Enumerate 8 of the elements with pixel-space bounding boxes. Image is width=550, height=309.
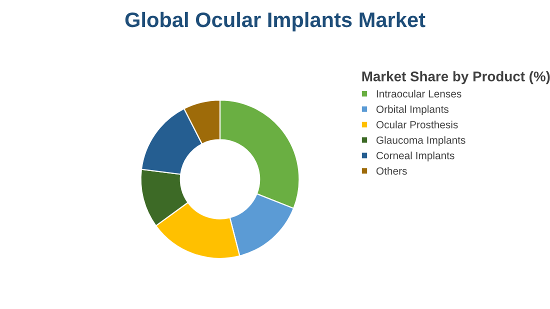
legend-label: Orbital Implants: [376, 105, 449, 115]
legend-label: Glaucoma Implants: [376, 136, 466, 146]
legend-label: Ocular Prosthesis: [376, 120, 458, 128]
legend-label: Intraocular Lenses: [376, 90, 462, 98]
legend-label: Others: [376, 167, 407, 175]
chart-title: Global Ocular Implants Market: [125, 12, 426, 32]
legend-title: Market Share by Product (%): [362, 71, 550, 84]
legend-label: Corneal Implants: [376, 152, 454, 162]
